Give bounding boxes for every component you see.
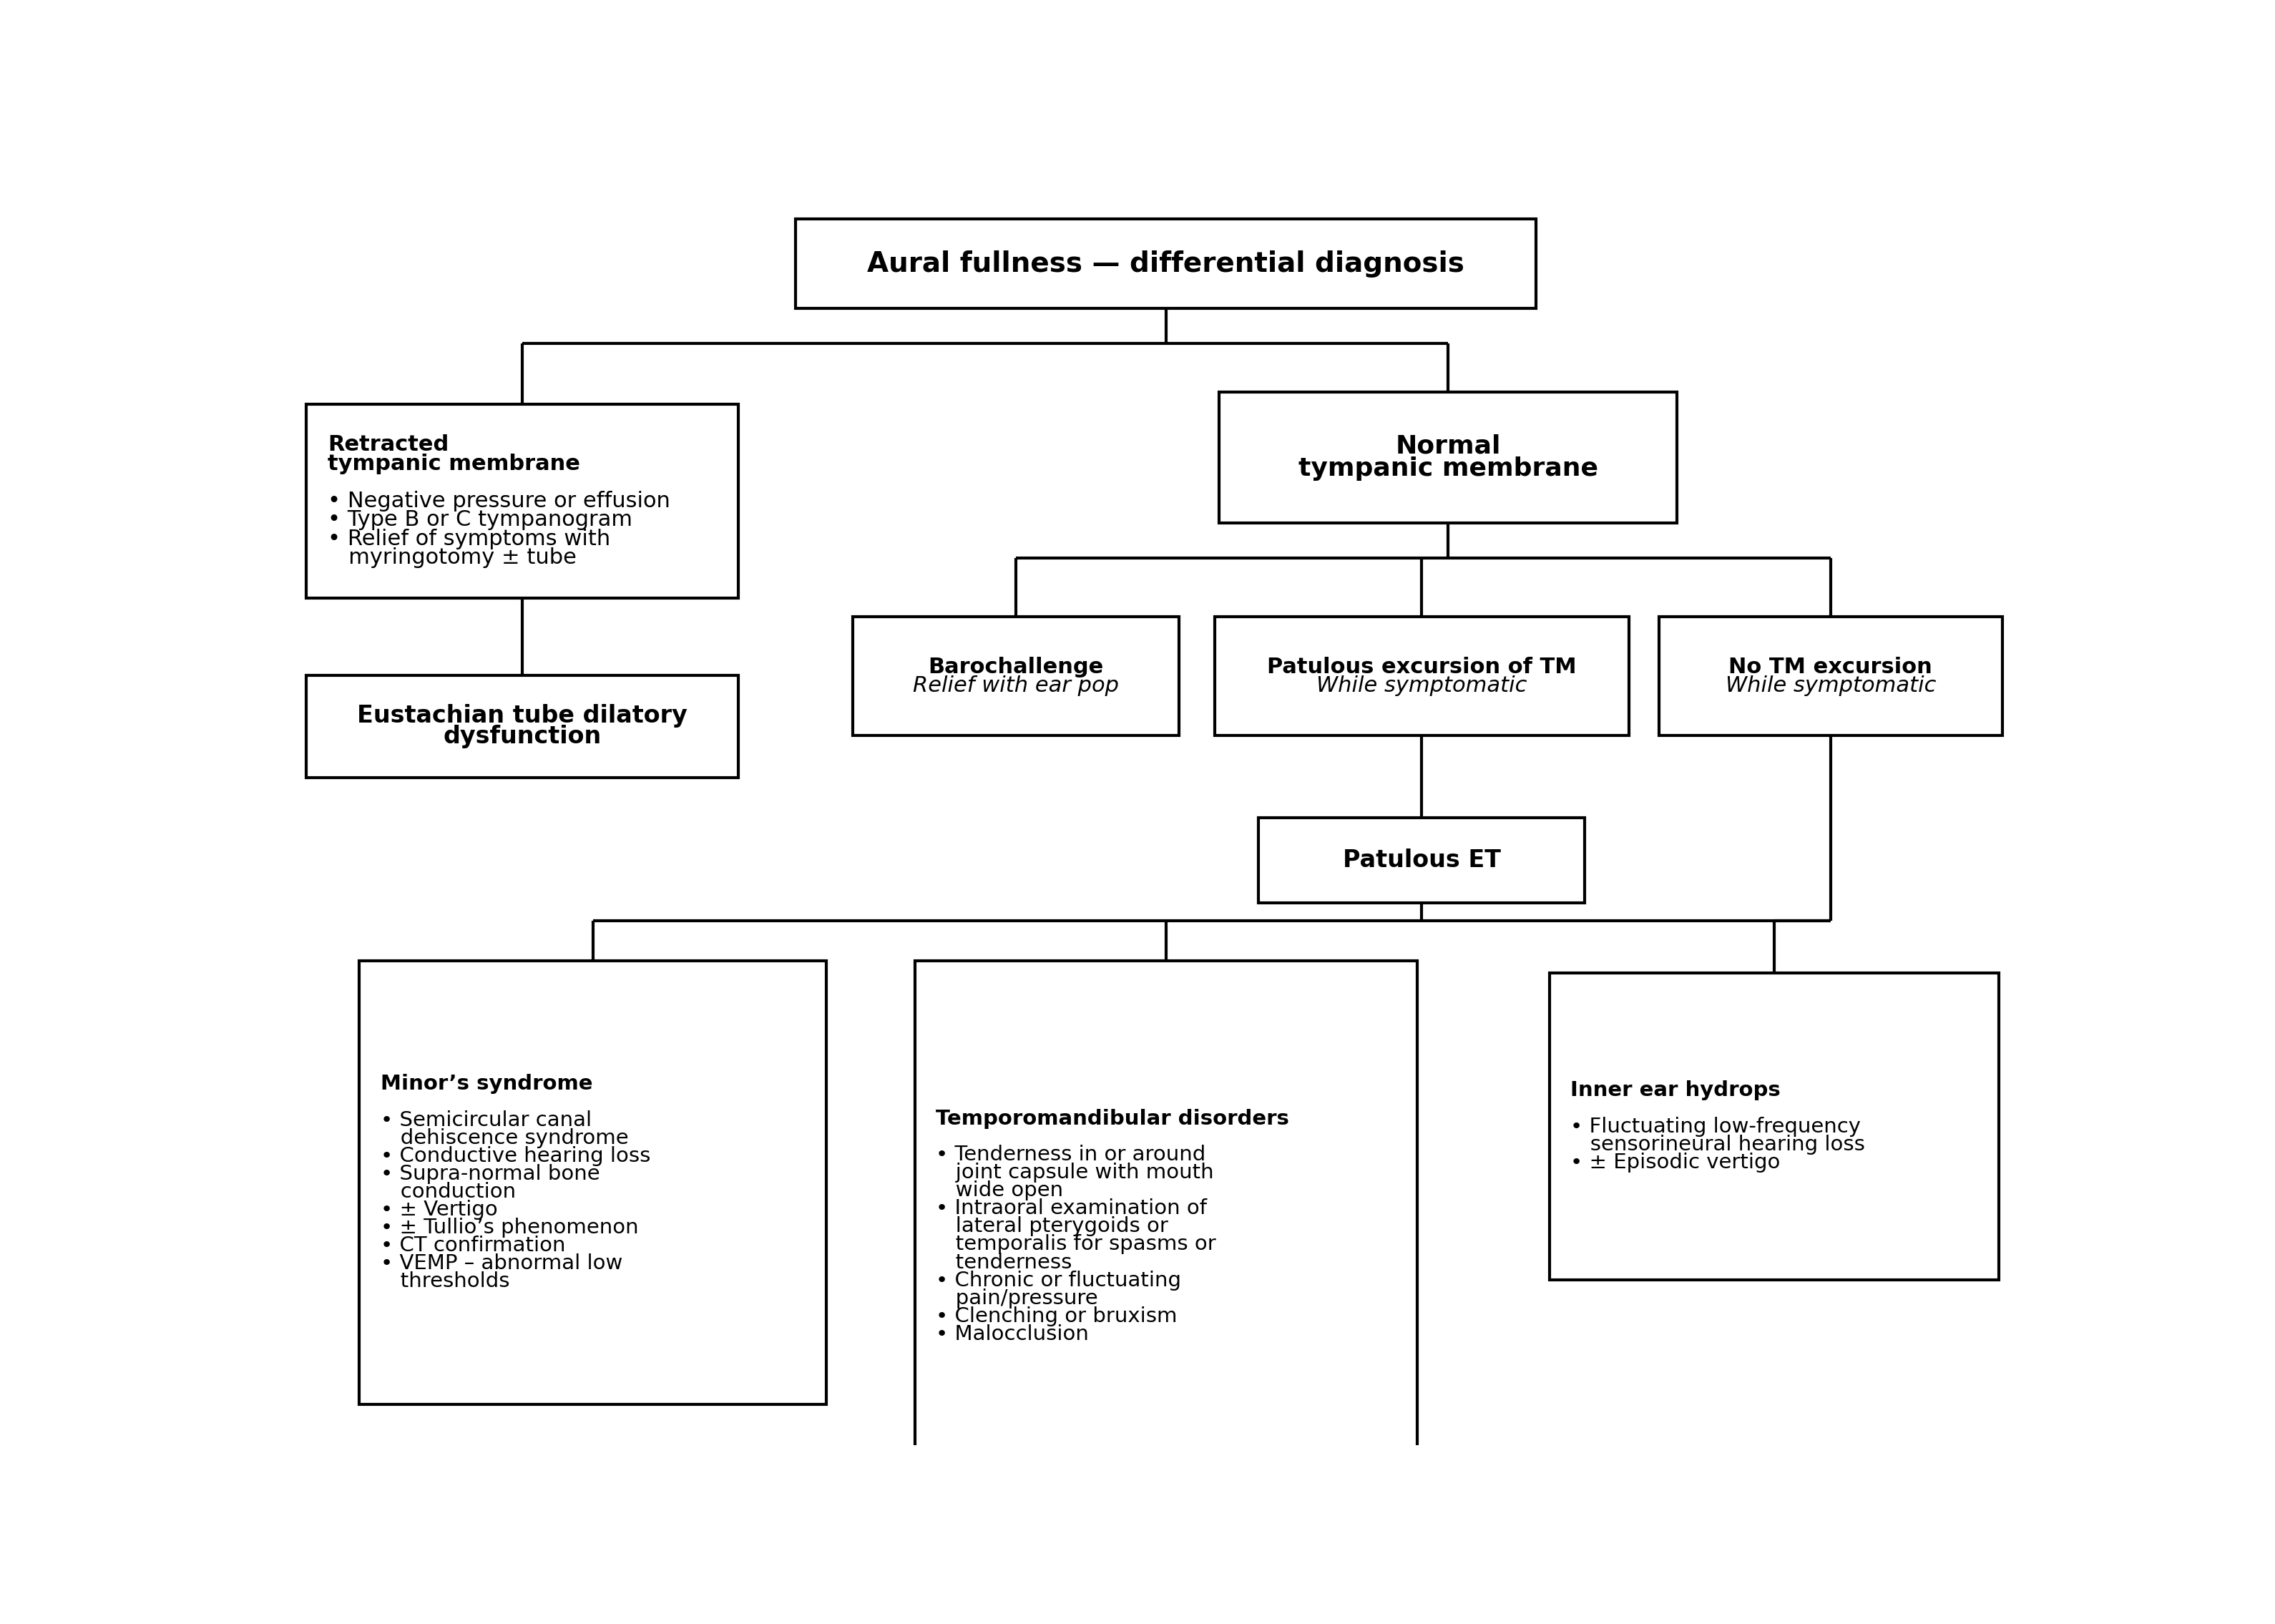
Text: Barochallenge: Barochallenge [928,656,1103,677]
Text: pain/pressure: pain/pressure [935,1288,1099,1309]
FancyBboxPatch shape [1215,617,1629,736]
Text: tympanic membrane: tympanic membrane [328,453,580,474]
Text: Retracted: Retracted [328,435,448,455]
FancyBboxPatch shape [359,961,826,1405]
FancyBboxPatch shape [307,404,739,598]
Text: sensorineural hearing loss: sensorineural hearing loss [1570,1135,1866,1155]
Text: While symptomatic: While symptomatic [1317,676,1527,697]
Text: • Chronic or fluctuating: • Chronic or fluctuating [935,1270,1181,1291]
Text: • Semicircular canal: • Semicircular canal [380,1109,592,1130]
Text: • Negative pressure or effusion: • Negative pressure or effusion [328,490,671,512]
Text: Inner ear hydrops: Inner ear hydrops [1570,1080,1781,1101]
Text: • Type B or C tympanogram: • Type B or C tympanogram [328,510,632,531]
FancyBboxPatch shape [1658,617,2002,736]
Text: • Intraoral examination of: • Intraoral examination of [935,1199,1208,1218]
Text: • Supra-normal bone: • Supra-normal bone [380,1164,601,1184]
Text: Minor’s syndrome: Minor’s syndrome [380,1073,592,1095]
Text: • Clenching or bruxism: • Clenching or bruxism [935,1306,1176,1327]
Text: tympanic membrane: tympanic membrane [1299,456,1597,481]
Text: Relief with ear pop: Relief with ear pop [912,676,1119,697]
Text: • CT confirmation: • CT confirmation [380,1236,566,1255]
Text: • ± Episodic vertigo: • ± Episodic vertigo [1570,1153,1781,1173]
FancyBboxPatch shape [1549,973,2000,1280]
Text: Normal: Normal [1395,434,1502,458]
Text: myringotomy ± tube: myringotomy ± tube [328,547,576,568]
FancyBboxPatch shape [796,219,1536,309]
Text: • Fluctuating low-frequency: • Fluctuating low-frequency [1570,1116,1861,1137]
Text: tenderness: tenderness [935,1252,1072,1272]
Text: dehiscence syndrome: dehiscence syndrome [380,1129,628,1148]
FancyBboxPatch shape [853,617,1178,736]
Text: conduction: conduction [380,1182,516,1202]
Text: • ± Vertigo: • ± Vertigo [380,1200,498,1220]
Text: Patulous excursion of TM: Patulous excursion of TM [1267,656,1577,677]
Text: • Relief of symptoms with: • Relief of symptoms with [328,528,610,549]
FancyBboxPatch shape [1219,391,1677,523]
Text: wide open: wide open [935,1181,1062,1200]
FancyBboxPatch shape [307,676,739,778]
Text: • Malocclusion: • Malocclusion [935,1324,1090,1345]
Text: joint capsule with mouth: joint capsule with mouth [935,1163,1215,1182]
Text: • VEMP – abnormal low: • VEMP – abnormal low [380,1254,623,1273]
FancyBboxPatch shape [915,961,1417,1492]
Text: Aural fullness — differential diagnosis: Aural fullness — differential diagnosis [867,250,1465,278]
Text: No TM excursion: No TM excursion [1729,656,1931,677]
Text: lateral pterygoids or: lateral pterygoids or [935,1216,1169,1236]
Text: • Tenderness in or around: • Tenderness in or around [935,1145,1206,1164]
Text: • ± Tullio’s phenomenon: • ± Tullio’s phenomenon [380,1218,639,1237]
Text: Temporomandibular disorders: Temporomandibular disorders [935,1109,1290,1129]
Text: Eustachian tube dilatory: Eustachian tube dilatory [357,705,687,728]
Text: Patulous ET: Patulous ET [1342,848,1502,872]
Text: While symptomatic: While symptomatic [1724,676,1936,697]
FancyBboxPatch shape [1258,817,1586,903]
Text: • Conductive hearing loss: • Conductive hearing loss [380,1147,651,1166]
Text: temporalis for spasms or: temporalis for spasms or [935,1234,1217,1254]
Text: thresholds: thresholds [380,1272,510,1291]
Text: dysfunction: dysfunction [444,724,601,749]
